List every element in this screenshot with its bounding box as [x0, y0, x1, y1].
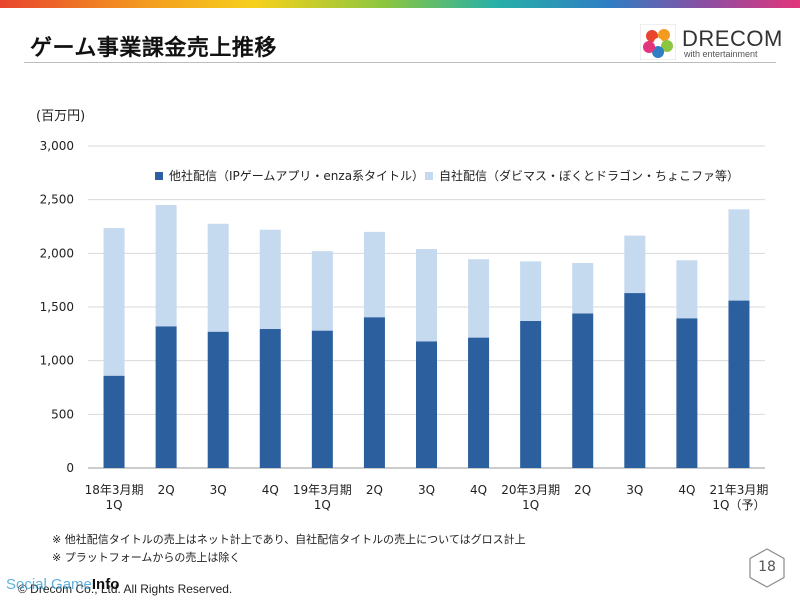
bar-third-party — [311, 330, 333, 468]
header-color-band — [0, 0, 800, 8]
logo-wordmark: DRECOM — [682, 26, 783, 51]
y-axis-unit-label: (百万円) — [36, 109, 86, 124]
x-tick-label: 4Q — [470, 483, 487, 497]
bar-self-published — [311, 251, 333, 331]
drecom-logo: DRECOM with entertainment — [640, 24, 783, 60]
bar-third-party — [468, 337, 490, 468]
page-title: ゲーム事業課金売上推移 — [30, 36, 277, 61]
x-tick-label: 3Q — [626, 483, 643, 497]
page-number: 18 — [758, 559, 776, 575]
bar-third-party — [207, 331, 229, 468]
x-tick-label: 20年3月期 — [501, 483, 560, 497]
logo-tagline: with entertainment — [684, 49, 758, 59]
bar-third-party — [676, 318, 698, 468]
x-tick-label: 1Q — [314, 498, 331, 512]
footnote-1: ※ 他社配信タイトルの売上はネット計上であり、自社配信タイトルの売上についてはグ… — [52, 533, 526, 546]
legend-swatch-self-published — [425, 171, 433, 180]
watermark-suffix: Info — [91, 576, 120, 593]
x-tick-label: 1Q — [522, 498, 539, 512]
y-tick-label: 1,000 — [40, 354, 74, 368]
x-tick-label: 18年3月期 — [85, 483, 144, 497]
legend-label-self-published: 自社配信（ダビマス・ぼくとドラゴン・ちょこファ等） — [439, 169, 740, 183]
bars — [103, 205, 750, 468]
y-tick-label: 2,500 — [40, 193, 74, 207]
bar-third-party — [416, 341, 437, 468]
y-tick-label: 1,500 — [40, 300, 74, 314]
bar-self-published — [572, 262, 594, 314]
bar-third-party — [572, 313, 594, 468]
bar-self-published — [728, 209, 750, 301]
x-tick-label: 3Q — [210, 483, 227, 497]
page-number-badge: 18 — [746, 547, 788, 589]
footnotes: ※ 他社配信タイトルの売上はネット計上であり、自社配信タイトルの売上についてはグ… — [52, 531, 526, 567]
y-tick-label: 0 — [66, 461, 74, 475]
flower-logo-icon — [640, 24, 676, 60]
x-tick-label: 19年3月期 — [293, 483, 352, 497]
x-tick-label: 2Q — [366, 483, 383, 497]
bar-third-party — [624, 293, 646, 468]
bar-self-published — [520, 261, 542, 321]
bar-third-party — [259, 329, 281, 468]
legend-item-third-party: 他社配信（IPゲームアプリ・enza系タイトル） — [155, 167, 424, 184]
footnote-2: ※ プラットフォームからの売上は除く — [52, 551, 241, 564]
x-tick-label: 2Q — [158, 483, 175, 497]
site-watermark: Social GameInfo — [6, 576, 119, 593]
bar-third-party — [103, 375, 125, 468]
x-tick-label: 4Q — [678, 483, 695, 497]
bar-self-published — [468, 259, 490, 338]
bar-self-published — [676, 260, 698, 319]
y-tick-label: 2,000 — [40, 246, 74, 260]
x-tick-label: 2Q — [574, 483, 591, 497]
x-tick-label: 1Q — [105, 498, 122, 512]
copyright: © Drecom Co., Ltd. All Rights Reserved. — [18, 582, 233, 596]
bar-third-party — [363, 317, 385, 468]
bar-self-published — [207, 223, 229, 332]
x-tick-label: 3Q — [418, 483, 435, 497]
bar-third-party — [728, 300, 750, 468]
legend-item-self-published: 自社配信（ダビマス・ぼくとドラゴン・ちょこファ等） — [425, 167, 739, 184]
bar-self-published — [416, 249, 437, 342]
y-tick-label: 500 — [51, 407, 74, 421]
x-tick-label: 21年3月期 — [710, 483, 769, 497]
bar-self-published — [155, 205, 177, 327]
y-tick-labels: 0 500 1,000 1,500 2,000 2,500 3,000 — [40, 139, 74, 475]
legend-swatch-third-party — [155, 171, 163, 180]
bar-self-published — [259, 229, 281, 330]
legend-label-third-party: 他社配信（IPゲームアプリ・enza系タイトル） — [169, 169, 425, 183]
bar-self-published — [624, 235, 646, 294]
x-tick-label: 4Q — [262, 483, 279, 497]
y-tick-label: 3,000 — [40, 139, 74, 153]
watermark-prefix: Social Game — [6, 576, 92, 593]
page-number-hexagon-icon — [749, 548, 785, 588]
x-tick-label: 1Q（予） — [712, 498, 765, 512]
bar-self-published — [363, 231, 385, 318]
bar-third-party — [520, 320, 542, 468]
title-divider — [24, 62, 776, 63]
bar-third-party — [155, 326, 177, 468]
bar-self-published — [103, 228, 125, 376]
